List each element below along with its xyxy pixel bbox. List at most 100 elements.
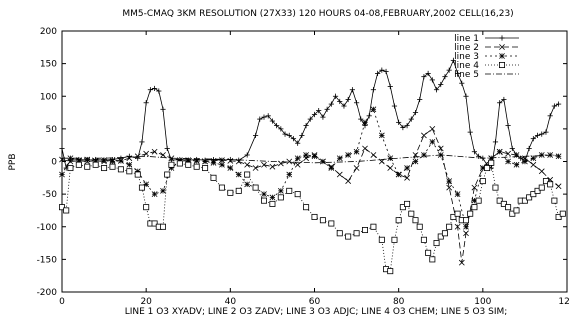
square-marker [227, 189, 234, 196]
asterisk-marker [505, 158, 511, 165]
square-marker [168, 161, 175, 168]
square-marker [547, 181, 554, 188]
y-tick-label: 50 [46, 125, 58, 135]
x-tick-label: 60 [309, 297, 321, 307]
x-marker [151, 148, 158, 155]
square-marker [462, 217, 469, 224]
x-marker [446, 184, 453, 191]
x-tick-label: 20 [140, 297, 152, 307]
x-tick-label: 100 [474, 297, 491, 307]
square-marker [101, 165, 108, 172]
x-marker [463, 230, 469, 237]
square-marker [437, 233, 444, 240]
legend-label: line 2 [454, 43, 479, 53]
square-marker [319, 217, 326, 224]
asterisk-marker [294, 155, 301, 162]
square-marker [471, 204, 478, 211]
square-marker [496, 197, 503, 204]
square-marker [467, 210, 474, 217]
square-marker [185, 161, 192, 168]
square-marker [138, 184, 145, 191]
square-marker [328, 220, 335, 227]
asterisk-marker [429, 139, 436, 145]
asterisk-marker [210, 159, 217, 166]
square-marker [492, 184, 499, 191]
square-marker [505, 204, 512, 211]
square-marker [336, 230, 343, 237]
square-marker [538, 184, 545, 191]
square-marker [454, 210, 461, 217]
asterisk-marker [404, 165, 410, 171]
square-marker [513, 207, 520, 214]
square-marker [67, 165, 74, 172]
asterisk-marker [311, 153, 318, 160]
series-group [59, 57, 566, 275]
legend-label: line 1 [454, 34, 479, 44]
x-marker [471, 184, 478, 191]
x-marker [244, 161, 251, 168]
square-marker [500, 200, 507, 207]
square-marker [143, 204, 150, 211]
series-1 [59, 57, 562, 171]
square-marker [244, 171, 251, 178]
asterisk-marker [463, 223, 469, 230]
asterisk-marker [555, 153, 562, 160]
asterisk-marker [286, 171, 293, 178]
square-marker [202, 165, 209, 172]
square-marker [75, 161, 82, 168]
y-tick-label: -50 [42, 190, 57, 200]
square-marker [151, 220, 158, 227]
x-marker [370, 152, 377, 158]
square-marker [378, 236, 385, 243]
series-line [62, 154, 559, 164]
square-marker [134, 171, 141, 178]
asterisk-marker [412, 158, 419, 165]
series-line [61, 128, 559, 263]
square-marker [425, 249, 432, 256]
square-marker [92, 161, 99, 168]
x-marker [454, 223, 461, 230]
square-marker [193, 163, 200, 170]
square-marker [559, 210, 566, 217]
asterisk-marker [219, 161, 225, 168]
square-marker [252, 184, 259, 191]
legend-label: line 4 [454, 61, 479, 71]
x-marker [252, 165, 259, 171]
asterisk-marker [202, 158, 208, 165]
asterisk-marker [446, 178, 453, 184]
square-marker [416, 223, 423, 230]
asterisk-marker [496, 148, 503, 155]
square-marker [399, 204, 406, 211]
asterisk-marker [345, 152, 352, 158]
asterisk-marker [59, 171, 65, 178]
x-marker [530, 161, 537, 168]
asterisk-marker [244, 181, 251, 188]
x-marker [227, 157, 234, 164]
asterisk-marker [303, 152, 309, 158]
asterisk-marker [530, 155, 537, 162]
series-4 [59, 159, 566, 275]
square-marker [521, 197, 528, 204]
series-line [61, 108, 559, 229]
asterisk-marker [362, 119, 368, 126]
square-marker [408, 210, 415, 217]
square-marker [450, 213, 457, 220]
x-marker [219, 157, 225, 164]
x-marker [126, 155, 133, 162]
x-marker [134, 153, 141, 160]
asterisk-marker [320, 158, 326, 165]
series-line [61, 59, 559, 170]
square-marker [210, 174, 217, 181]
asterisk-marker [118, 157, 124, 164]
legend-label: line 5 [454, 70, 479, 80]
square-marker [484, 165, 491, 172]
asterisk-marker [499, 53, 505, 59]
square-marker [534, 187, 541, 194]
asterisk-marker [101, 157, 107, 164]
x-tick-label: 120 [558, 297, 570, 307]
square-marker [353, 230, 360, 237]
y-axis-label: PPB [8, 153, 18, 170]
asterisk-marker [151, 191, 158, 198]
